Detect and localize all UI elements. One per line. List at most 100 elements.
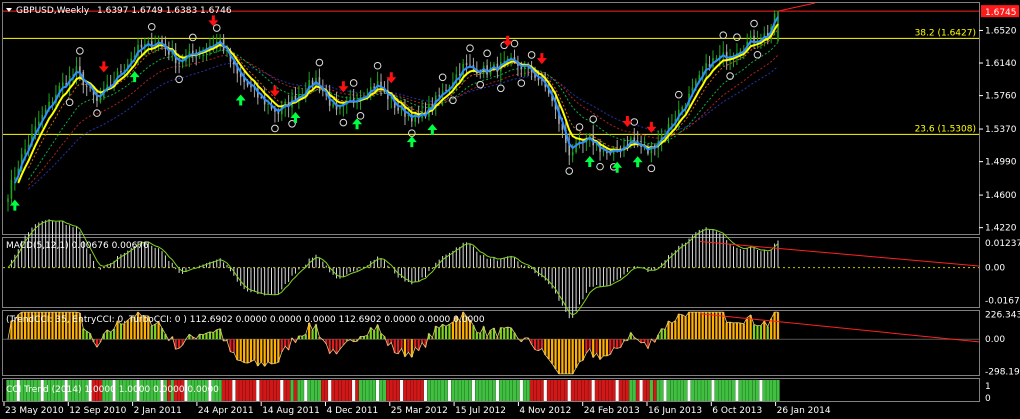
trend-bar [129, 380, 133, 401]
trend-bar [649, 380, 653, 401]
candle-body [414, 113, 417, 122]
swing-low-marker [356, 112, 365, 120]
candle-body [328, 95, 331, 106]
candle [380, 73, 382, 96]
trend-bar [509, 380, 513, 401]
trend-bar [663, 380, 667, 401]
x-tick-label: 15 Jul 2012 [455, 406, 506, 416]
trend-bar [266, 380, 270, 401]
candle [414, 111, 417, 127]
candle-body [99, 97, 102, 102]
trend-bar [362, 380, 366, 401]
candle [7, 194, 9, 212]
candle-body [85, 85, 88, 87]
fib-label-0: 38.2 (1.6427) [915, 28, 976, 38]
trend-bar [345, 380, 349, 401]
trend-bar [331, 380, 335, 401]
candle-body [332, 103, 334, 107]
candle-body [568, 143, 571, 156]
price-panel[interactable] [3, 2, 979, 212]
cci-panel[interactable] [3, 311, 980, 375]
trend-bar [666, 380, 671, 401]
candle-body [133, 55, 136, 59]
trend-bar [690, 380, 695, 401]
candle-body [691, 87, 694, 95]
trend-bar [81, 380, 85, 401]
macd-y-label: -0.01671 [985, 297, 1020, 307]
candle-body [301, 94, 304, 96]
trend-bar [495, 380, 499, 401]
candle-body [554, 101, 557, 110]
trend-bar [526, 380, 530, 401]
trend-bar [738, 380, 742, 401]
trend-panel[interactable] [6, 380, 780, 401]
sell-arrow-icon [646, 121, 657, 133]
macd-title: MACD(5,12,1) 0.00676 0.00676 [6, 241, 149, 251]
trend-bar [68, 380, 72, 401]
trend-bar [533, 380, 537, 401]
trend-bar [646, 380, 650, 401]
trend-bar [372, 380, 376, 401]
candle [147, 37, 150, 55]
trend-bar [30, 380, 34, 401]
x-axis: 23 May 2010 12 Sep 2010 2 Jan 2011 24 Apr 2… [3, 402, 831, 416]
trend-bar [263, 380, 267, 401]
trend-bar [704, 380, 708, 401]
candle-body [339, 106, 341, 109]
x-tick-label: 4 Dec 2011 [327, 406, 379, 416]
trend-bar [386, 380, 390, 401]
trend-bar [109, 380, 113, 401]
sell-arrow-icon [98, 61, 109, 73]
candle-body [650, 145, 653, 154]
trend-bar [153, 380, 157, 401]
trend-bar [629, 380, 633, 401]
swing-low-marker [726, 72, 734, 80]
y-tick-label: 1.5370 [985, 125, 1017, 135]
candle-body [565, 129, 567, 143]
candle [243, 71, 245, 90]
candle-body [41, 114, 44, 123]
trend-bar [269, 380, 274, 401]
candle-body [660, 134, 663, 142]
trend-bar [228, 380, 233, 401]
trend-bar [451, 380, 455, 401]
buy-arrow-icon [352, 118, 363, 130]
macd-panel[interactable] [3, 219, 980, 319]
candle [61, 72, 64, 96]
buy-arrow-icon [584, 156, 595, 168]
candle [349, 89, 352, 103]
trend-bar [74, 380, 79, 401]
cci-y-label: -298.191 [985, 368, 1020, 378]
candle-body [130, 58, 132, 64]
macd-y-label: 0.01237 [985, 239, 1020, 249]
dropdown-icon[interactable] [6, 8, 12, 12]
candle-body [58, 85, 61, 95]
trend-bar [61, 380, 65, 401]
candle [14, 167, 16, 191]
candle-body [274, 108, 276, 112]
macd-panel-frame [2, 237, 980, 308]
trend-bar [194, 380, 198, 401]
trend-bar [136, 380, 140, 401]
trend-bar [697, 380, 701, 401]
trend-panel-frame [2, 378, 980, 402]
trend-bar [376, 380, 380, 401]
candle-body [192, 50, 194, 54]
candle-body [34, 126, 37, 133]
candle-body [106, 84, 109, 90]
trend-bar [215, 380, 219, 401]
trend-bar [458, 380, 462, 401]
trend-bar [321, 380, 325, 401]
candle-body [681, 107, 683, 111]
trend-bar [163, 380, 168, 401]
cci-title: (TrendCCI: 35, EntryCCI: 0, TurboCCI: 0 … [6, 315, 485, 325]
trend-bar [307, 380, 311, 401]
candle-body [61, 82, 64, 87]
candle-body [400, 106, 403, 111]
candle-body [233, 61, 235, 65]
candle-body [322, 89, 324, 92]
trend-bar [772, 380, 777, 401]
trend-bar [13, 380, 17, 401]
y-axis: 1.6520 1.6140 1.5760 1.5370 1.4990 1.4600 1.42… [979, 5, 1020, 404]
